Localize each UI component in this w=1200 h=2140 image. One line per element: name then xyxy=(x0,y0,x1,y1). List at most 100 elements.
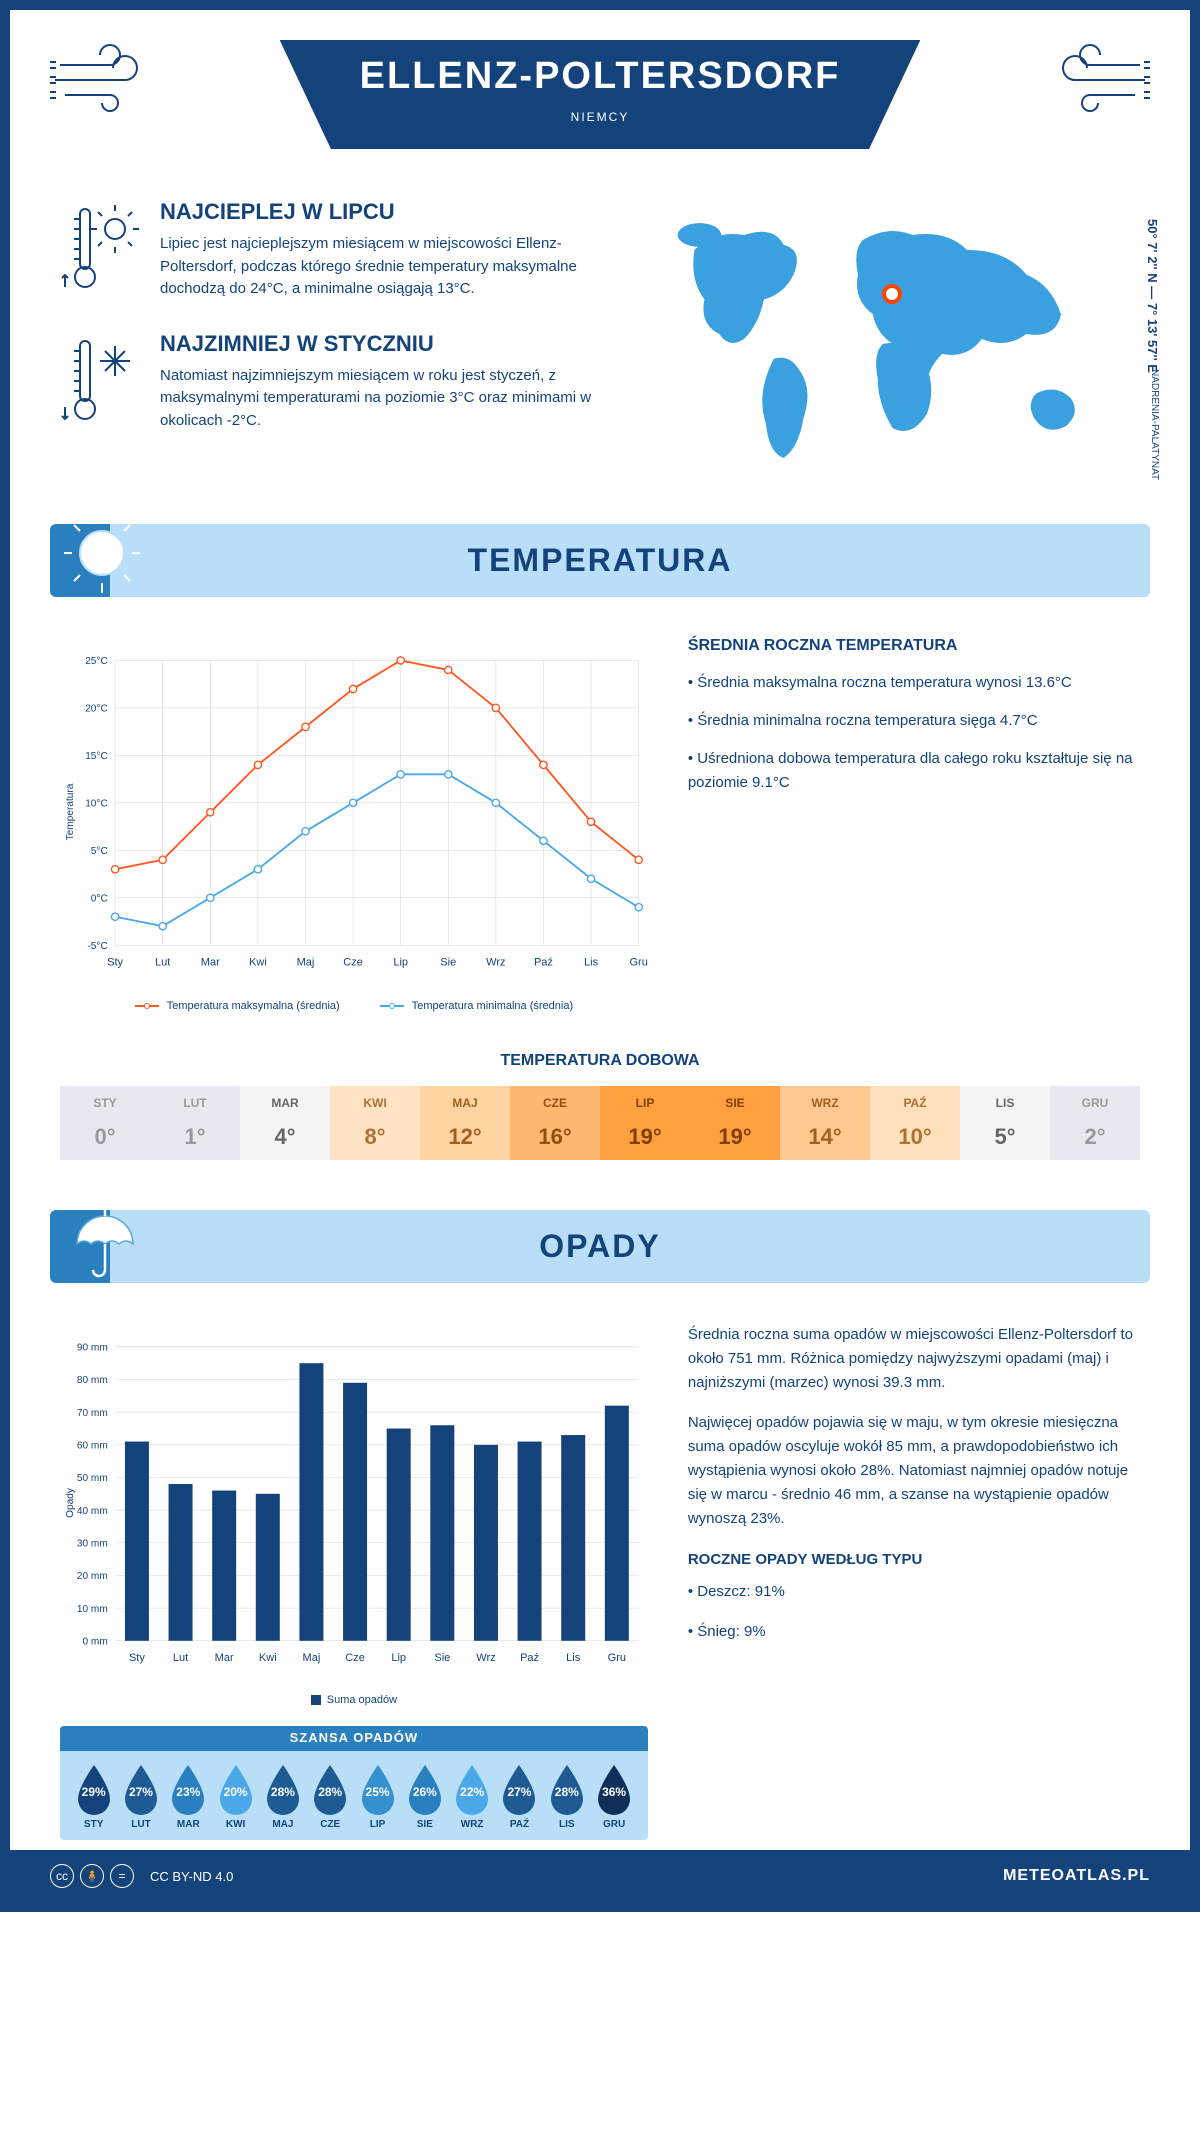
svg-text:15°C: 15°C xyxy=(85,751,108,762)
temp-info-line: • Średnia maksymalna roczna temperatura … xyxy=(688,671,1140,695)
svg-text:0°C: 0°C xyxy=(91,893,108,904)
precipitation-title: OPADY xyxy=(50,1228,1150,1265)
umbrella-icon xyxy=(62,1194,142,1289)
chance-drop: 25%LIP xyxy=(357,1763,399,1830)
precipitation-section-header: OPADY xyxy=(50,1210,1150,1283)
thermometer-snow-icon xyxy=(60,331,140,431)
svg-text:60 mm: 60 mm xyxy=(77,1441,108,1452)
chance-drop: 28%CZE xyxy=(309,1763,351,1830)
chance-drop: 26%SIE xyxy=(404,1763,446,1830)
cc-icon: cc xyxy=(50,1864,74,1888)
warmest-block: NAJCIEPLEJ W LIPCU Lipiec jest najcieple… xyxy=(60,199,605,301)
license-text: CC BY-ND 4.0 xyxy=(150,1869,233,1884)
map-area: 50° 7' 2'' N — 7° 13' 57'' E NADRENIA-PA… xyxy=(645,199,1140,484)
world-map-icon xyxy=(645,199,1140,479)
temp-info-line: • Uśredniona dobowa temperatura dla całe… xyxy=(688,747,1140,795)
site-name: METEOATLAS.PL xyxy=(1003,1867,1150,1885)
by-type-title: ROCZNE OPADY WEDŁUG TYPU xyxy=(688,1551,1140,1568)
region-label: NADRENIA-PALATYNAT xyxy=(1149,369,1160,480)
svg-text:10 mm: 10 mm xyxy=(77,1604,108,1615)
svg-text:Lip: Lip xyxy=(391,1652,406,1664)
temp-info-title: ŚREDNIA ROCZNA TEMPERATURA xyxy=(688,637,1140,655)
svg-text:40 mm: 40 mm xyxy=(77,1506,108,1517)
svg-text:0 mm: 0 mm xyxy=(83,1636,108,1647)
daily-temp-cell: LUT1° xyxy=(150,1086,240,1160)
svg-text:Sty: Sty xyxy=(129,1652,145,1664)
svg-text:20 mm: 20 mm xyxy=(77,1571,108,1582)
svg-text:30 mm: 30 mm xyxy=(77,1538,108,1549)
svg-text:90 mm: 90 mm xyxy=(77,1343,108,1354)
chance-drop: 23%MAR xyxy=(167,1763,209,1830)
thermometer-sun-icon xyxy=(60,199,140,299)
daily-temp-cell: GRU2° xyxy=(1050,1086,1140,1160)
page-header: ELLENZ-POLTERSDORF NIEMCY xyxy=(10,10,1190,169)
chance-drop: 28%MAJ xyxy=(262,1763,304,1830)
chance-drop: 36%GRU xyxy=(593,1763,635,1830)
chance-title: SZANSA OPADÓW xyxy=(60,1726,648,1751)
temperature-line-chart: -5°C0°C5°C10°C15°C20°C25°CStyLutMarKwiMa… xyxy=(60,637,648,1012)
precipitation-chance-box: SZANSA OPADÓW 29%STY27%LUT23%MAR20%KWI28… xyxy=(60,1726,648,1840)
temp-info-line: • Średnia minimalna roczna temperatura s… xyxy=(688,709,1140,733)
svg-text:Lis: Lis xyxy=(584,956,599,968)
daily-temp-cell: STY0° xyxy=(60,1086,150,1160)
temperature-title: TEMPERATURA xyxy=(50,542,1150,579)
svg-text:Mar: Mar xyxy=(201,956,220,968)
temperature-legend: Temperatura maksymalna (średnia) Temperat… xyxy=(60,1000,648,1012)
svg-text:Gru: Gru xyxy=(608,1652,626,1664)
svg-text:80 mm: 80 mm xyxy=(77,1375,108,1386)
wind-icon xyxy=(50,40,170,125)
svg-text:Lip: Lip xyxy=(393,956,408,968)
chance-drop: 28%LIS xyxy=(546,1763,588,1830)
daily-temp-cell: CZE16° xyxy=(510,1086,600,1160)
daily-temp-cell: WRZ14° xyxy=(780,1086,870,1160)
chance-drop: 22%WRZ xyxy=(451,1763,493,1830)
coordinates: 50° 7' 2'' N — 7° 13' 57'' E xyxy=(1145,219,1160,373)
svg-text:Sty: Sty xyxy=(107,956,123,968)
nd-icon: = xyxy=(110,1864,134,1888)
svg-text:Cze: Cze xyxy=(345,1652,365,1664)
license-block: cc 🧍 = CC BY-ND 4.0 xyxy=(50,1864,233,1888)
legend-item: Temperatura maksymalna (średnia) xyxy=(135,1000,340,1012)
svg-text:Lis: Lis xyxy=(566,1652,581,1664)
intro-section: NAJCIEPLEJ W LIPCU Lipiec jest najcieple… xyxy=(10,169,1190,514)
svg-text:70 mm: 70 mm xyxy=(77,1408,108,1419)
precip-paragraph: Najwięcej opadów pojawia się w maju, w t… xyxy=(688,1411,1140,1531)
svg-text:10°C: 10°C xyxy=(85,798,108,809)
chance-drop: 20%KWI xyxy=(215,1763,257,1830)
daily-temp-cell: PAŹ10° xyxy=(870,1086,960,1160)
svg-text:Wrz: Wrz xyxy=(476,1652,495,1664)
bar-legend: Suma opadów xyxy=(60,1694,648,1706)
svg-text:Lut: Lut xyxy=(173,1652,188,1664)
svg-text:Sie: Sie xyxy=(434,1652,450,1664)
daily-temperature-table: TEMPERATURA DOBOWA STY0°LUT1°MAR4°KWI8°M… xyxy=(10,1042,1190,1200)
wind-icon xyxy=(1030,40,1150,125)
coldest-block: NAJZIMNIEJ W STYCZNIU Natomiast najzimni… xyxy=(60,331,605,433)
page-footer: cc 🧍 = CC BY-ND 4.0 METEOATLAS.PL xyxy=(10,1850,1190,1902)
svg-text:Opady: Opady xyxy=(65,1487,76,1518)
precipitation-info: Średnia roczna suma opadów w miejscowośc… xyxy=(688,1323,1140,1840)
temperature-section-header: TEMPERATURA xyxy=(50,524,1150,597)
by-type-line: • Śnieg: 9% xyxy=(688,1620,1140,1644)
svg-text:Kwi: Kwi xyxy=(249,956,267,968)
coldest-text: Natomiast najzimniejszym miesiącem w rok… xyxy=(160,365,605,433)
by-type-line: • Deszcz: 91% xyxy=(688,1580,1140,1604)
daily-temp-cell: LIP19° xyxy=(600,1086,690,1160)
svg-text:50 mm: 50 mm xyxy=(77,1473,108,1484)
coldest-title: NAJZIMNIEJ W STYCZNIU xyxy=(160,331,605,357)
svg-text:-5°C: -5°C xyxy=(87,941,107,952)
svg-text:Mar: Mar xyxy=(215,1652,234,1664)
sun-icon xyxy=(62,508,142,603)
svg-text:Sie: Sie xyxy=(440,956,456,968)
svg-text:20°C: 20°C xyxy=(85,704,108,715)
svg-text:Lut: Lut xyxy=(155,956,170,968)
precip-paragraph: Średnia roczna suma opadów w miejscowośc… xyxy=(688,1323,1140,1395)
svg-text:Paź: Paź xyxy=(520,1652,539,1664)
legend-item: Temperatura minimalna (średnia) xyxy=(380,1000,573,1012)
warmest-title: NAJCIEPLEJ W LIPCU xyxy=(160,199,605,225)
temperature-info: ŚREDNIA ROCZNA TEMPERATURA • Średnia mak… xyxy=(688,637,1140,1012)
precipitation-bar-chart: 0 mm 10 mm 20 mm 30 mm 40 mm 50 mm 60 mm 70 mm 8… xyxy=(60,1323,648,1706)
chance-drop: 29%STY xyxy=(73,1763,115,1830)
daily-temp-cell: MAR4° xyxy=(240,1086,330,1160)
svg-text:Temperatura: Temperatura xyxy=(65,783,76,840)
svg-text:Kwi: Kwi xyxy=(259,1652,277,1664)
